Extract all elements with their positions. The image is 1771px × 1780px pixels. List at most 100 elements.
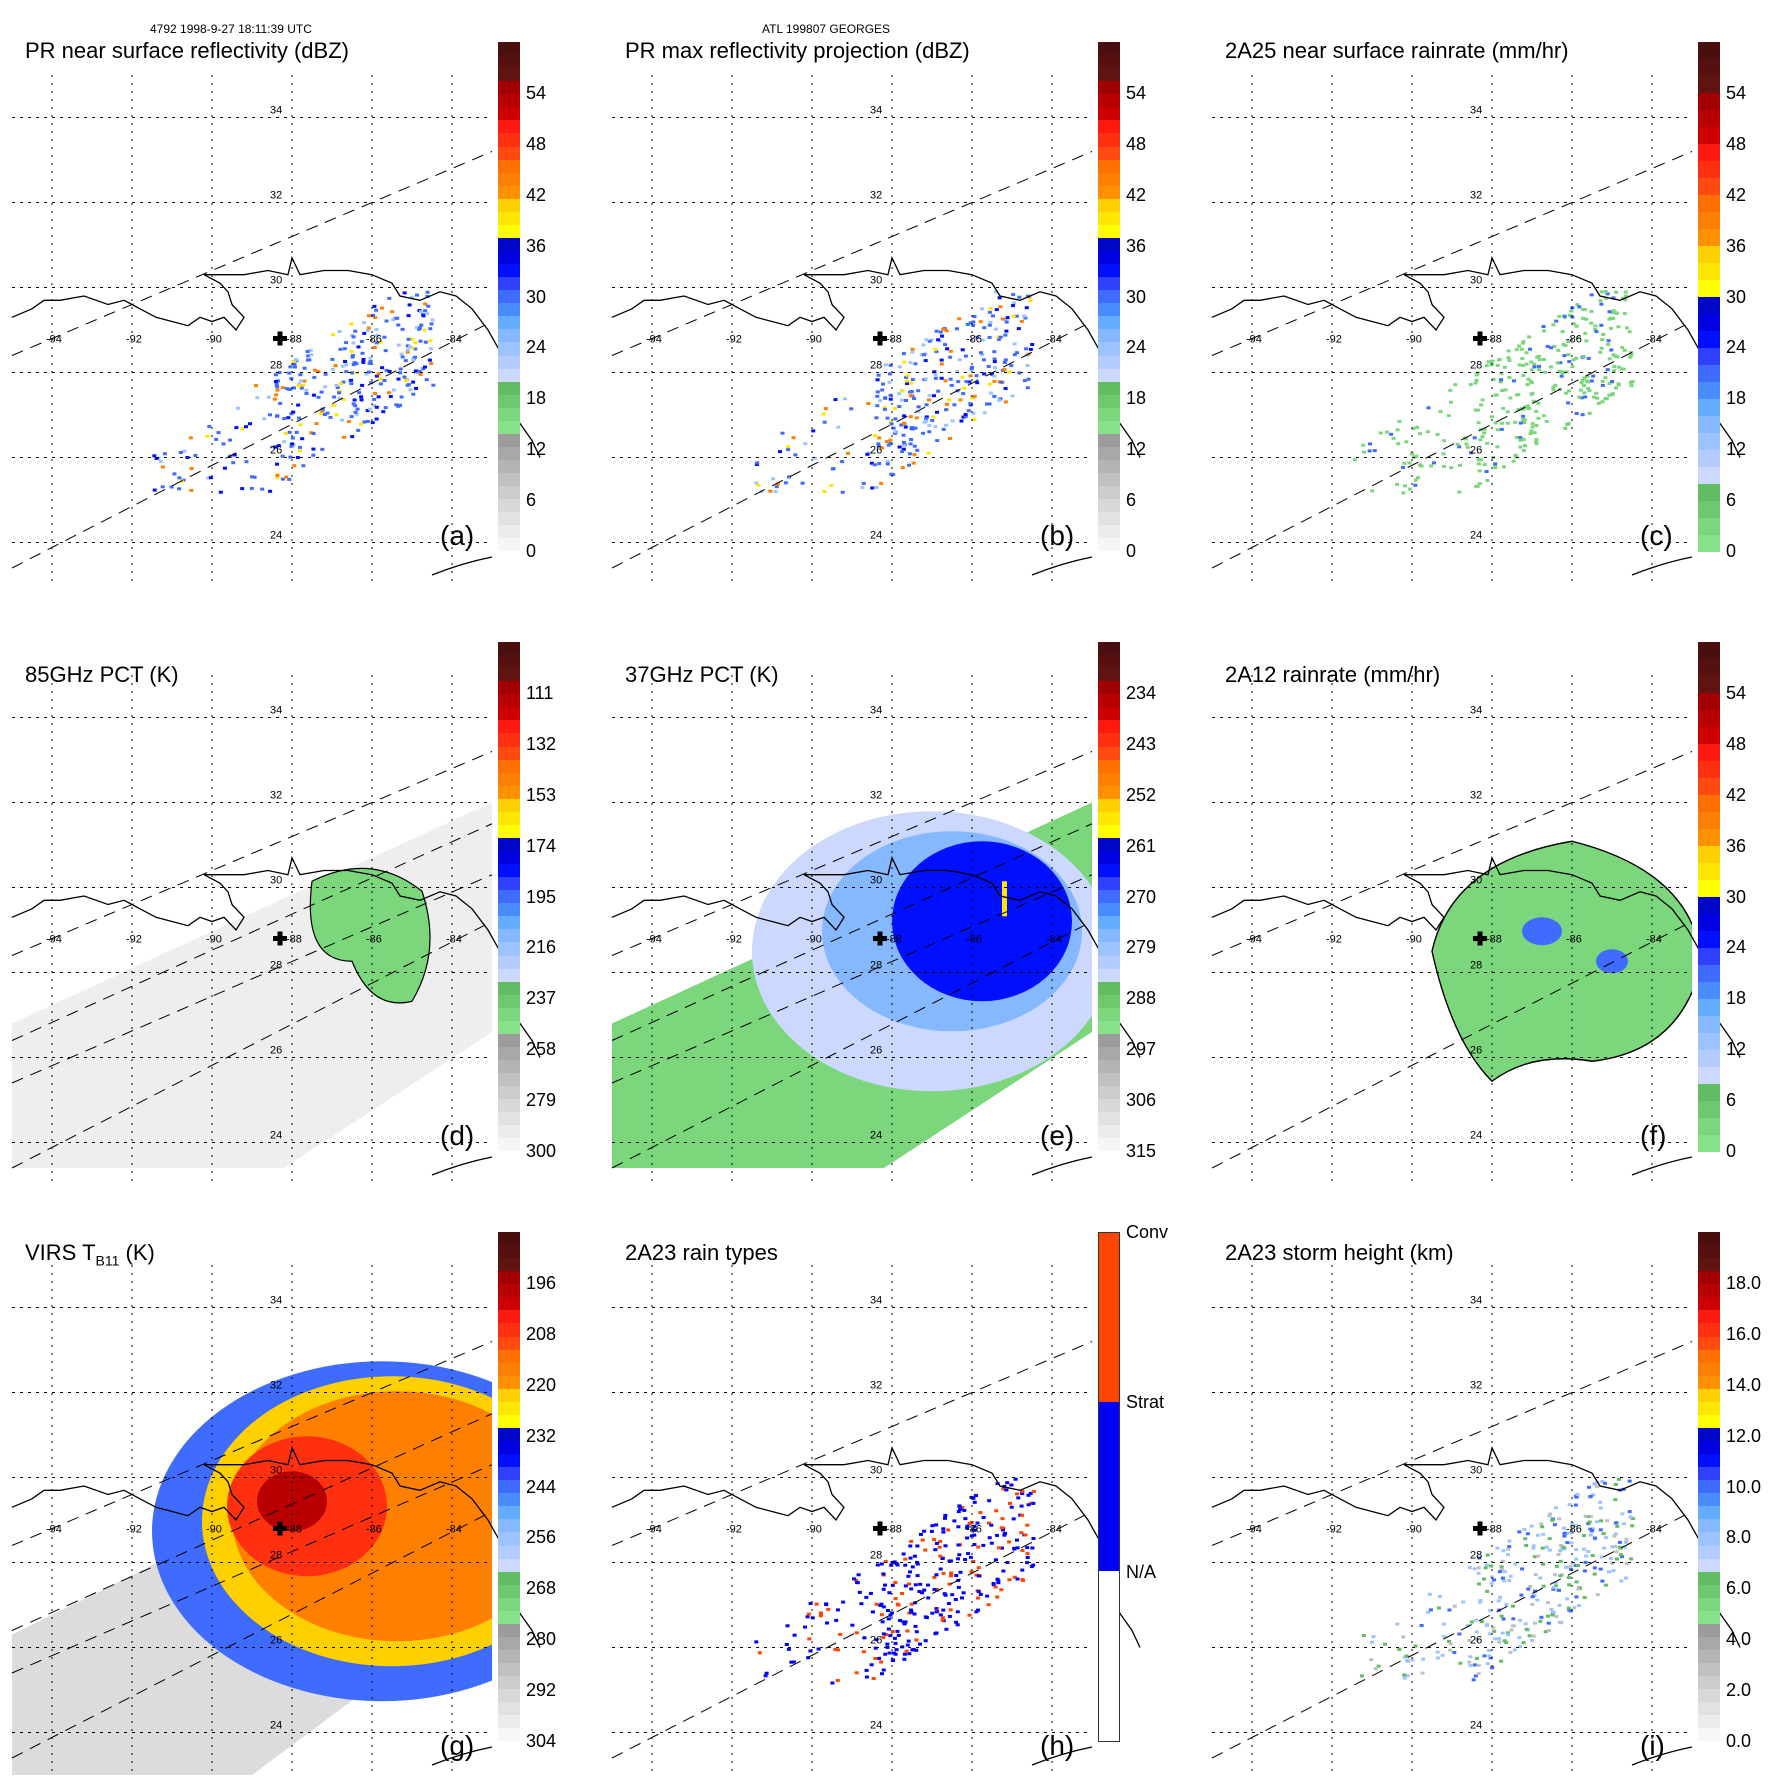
rain-pixel xyxy=(1543,370,1548,374)
rain-pixel xyxy=(946,1602,951,1605)
rain-pixel xyxy=(987,1521,991,1525)
rain-pixel xyxy=(941,427,946,431)
rain-pixel xyxy=(904,1649,909,1653)
lon-tick-label: -92 xyxy=(126,334,142,346)
rain-pixel xyxy=(1503,388,1508,392)
rain-pixel xyxy=(346,420,351,424)
colorbar-segment xyxy=(498,525,520,539)
lon-tick-label: -86 xyxy=(366,1524,382,1536)
rain-pixel xyxy=(1542,329,1546,333)
rain-pixel xyxy=(806,1612,811,1616)
rain-pixel xyxy=(208,476,213,480)
rain-pixel xyxy=(879,446,884,450)
rain-pixel xyxy=(349,322,354,326)
colorbar-tick-label: 54 xyxy=(526,83,547,103)
lon-tick-label: -86 xyxy=(966,934,982,946)
rain-pixel xyxy=(1528,432,1533,436)
rain-pixel xyxy=(833,1647,838,1651)
rain-pixel xyxy=(1489,415,1494,419)
rain-pixel xyxy=(757,1651,762,1655)
rain-pixel xyxy=(1627,1479,1632,1483)
rain-pixel xyxy=(160,485,165,489)
colorbar-segment xyxy=(1098,538,1120,552)
rain-pixel xyxy=(909,1602,914,1606)
rain-pixel xyxy=(1588,1533,1593,1537)
rain-pixel xyxy=(995,1482,1000,1486)
rain-pixel xyxy=(1468,1664,1473,1667)
rain-pixel xyxy=(1583,395,1588,399)
rain-pixel xyxy=(939,362,944,366)
colorbar-segment xyxy=(1098,120,1120,134)
rain-pixel xyxy=(273,445,278,449)
rain-pixel xyxy=(1612,369,1617,373)
rain-pixel xyxy=(323,372,328,376)
colorbar-segment xyxy=(498,68,520,82)
colorbar-segment xyxy=(498,290,520,304)
colorbar-tick-label: 12 xyxy=(526,439,547,460)
colorbar-segment xyxy=(498,720,520,734)
lat-tick-label: 30 xyxy=(1470,1465,1482,1477)
colorbar-segment xyxy=(1098,512,1120,526)
rain-pixel xyxy=(178,451,183,454)
colorbar-segment xyxy=(498,1676,520,1690)
colorbar-tick-label: 24 xyxy=(526,337,547,358)
colorbar-segment xyxy=(498,381,520,395)
colorbar-segment xyxy=(498,811,520,825)
rain-pixel xyxy=(914,1638,919,1642)
colorbar-segment xyxy=(498,1728,520,1742)
rain-pixel xyxy=(1558,1559,1563,1563)
rain-pixel xyxy=(409,295,414,299)
rain-pixel xyxy=(1610,311,1615,315)
rain-pixel xyxy=(974,374,979,378)
rain-pixel xyxy=(1495,1546,1500,1550)
colorbar-segment xyxy=(1698,880,1720,897)
rain-pixel xyxy=(1502,365,1507,369)
rain-pixel xyxy=(374,334,379,337)
colorbar-segment xyxy=(498,1060,520,1074)
colorbar-tick-label: 42 xyxy=(1726,784,1747,805)
colorbar-segment xyxy=(1098,172,1120,186)
rain-pixel xyxy=(963,1558,968,1561)
rain-pixel xyxy=(1022,314,1027,318)
rain-pixel xyxy=(383,406,388,410)
rain-pixel xyxy=(948,349,953,353)
rain-pixel xyxy=(337,389,342,393)
rain-pixel xyxy=(939,358,944,362)
colorbar-tick-label: 48 xyxy=(1126,133,1147,154)
rain-pixel xyxy=(1515,436,1519,439)
rain-pixel xyxy=(785,1624,790,1628)
colorbar-tick-label: 36 xyxy=(1126,235,1147,256)
colorbar-segment xyxy=(1098,525,1120,539)
rain-pixel xyxy=(1487,1654,1492,1658)
rain-pixel xyxy=(989,1541,994,1545)
rain-pixel xyxy=(1476,462,1481,466)
colorbar-tick-label: 243 xyxy=(1126,733,1157,754)
rain-pixel xyxy=(205,434,210,438)
rain-pixel xyxy=(1582,376,1587,380)
rain-pixel xyxy=(312,375,317,379)
lat-tick-label: 32 xyxy=(870,1380,882,1392)
rain-pixel xyxy=(791,436,796,440)
rain-pixel xyxy=(924,415,929,419)
rain-pixel xyxy=(897,365,902,369)
rain-pixel xyxy=(903,425,908,429)
lat-tick-label: 26 xyxy=(270,1045,282,1057)
rain-pixel xyxy=(1586,1550,1591,1553)
colorbar-segment xyxy=(498,1610,520,1624)
rain-pixel xyxy=(955,1610,960,1614)
rain-pixel xyxy=(909,1539,914,1543)
colorbar-segment xyxy=(1098,1112,1120,1126)
rain-pixel xyxy=(1615,1524,1620,1528)
rain-pixel xyxy=(278,401,283,405)
rain-pixel xyxy=(306,354,311,358)
rain-pixel xyxy=(979,351,983,355)
rain-pixel xyxy=(1014,314,1019,318)
rain-pixel xyxy=(1513,420,1518,424)
rain-pixel xyxy=(358,422,363,426)
colorbar-segment xyxy=(1098,290,1120,304)
colorbar-tick-label: Conv xyxy=(1126,1222,1169,1242)
rain-pixel xyxy=(902,1657,907,1661)
colorbar-segment xyxy=(1698,1271,1720,1285)
rain-pixel xyxy=(188,436,193,440)
colorbar-segment xyxy=(498,1086,520,1100)
